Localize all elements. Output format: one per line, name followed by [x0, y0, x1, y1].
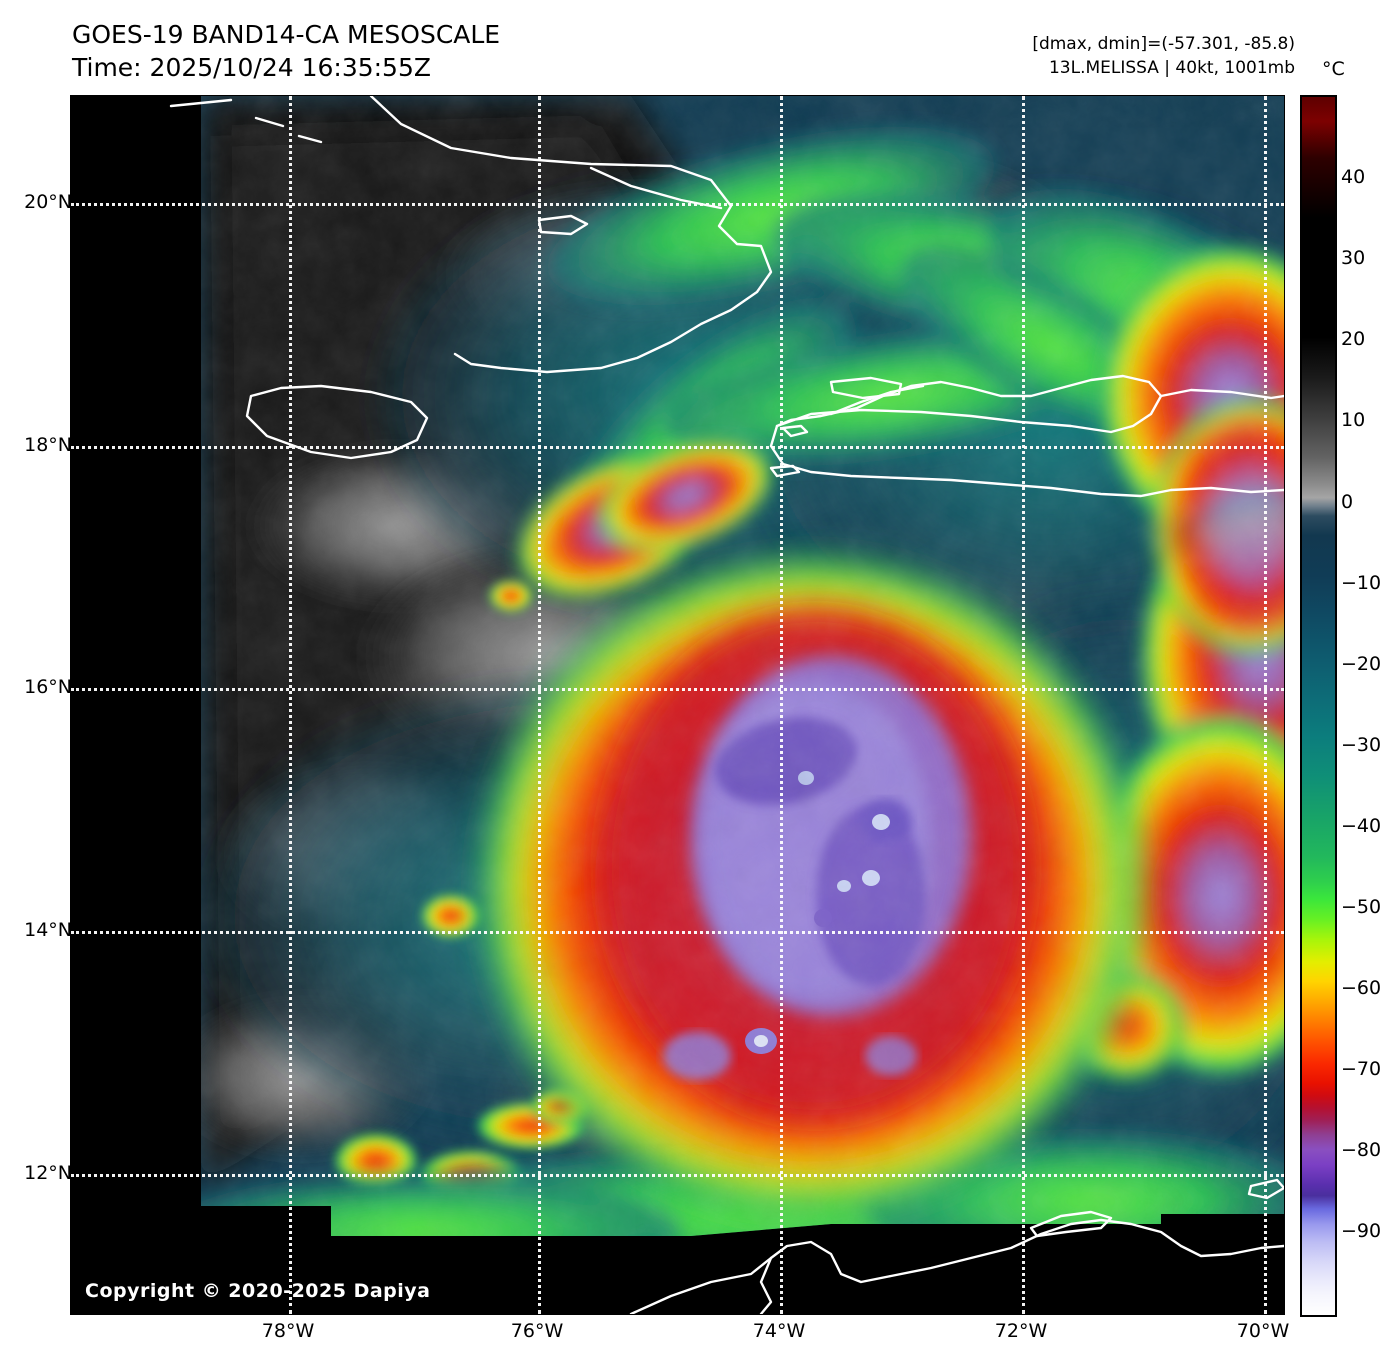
- gridline-lat-12: [71, 1174, 1284, 1177]
- colorbar-tick-m10: −10: [1341, 572, 1382, 594]
- colorbar-tick-m60: −60: [1341, 977, 1382, 999]
- xtick-label-74w: 74°W: [752, 1320, 806, 1342]
- xtick-label-70w: 70°W: [1236, 1320, 1290, 1342]
- page-title: GOES-19 BAND14-CA MESOSCALE Time: 2025/1…: [72, 18, 500, 84]
- colorbar-tick-m90: −90: [1341, 1220, 1382, 1242]
- colorbar-tick-m70: −70: [1341, 1058, 1382, 1080]
- gridline-lat-18: [71, 446, 1284, 449]
- colorbar-tick-m80: −80: [1341, 1139, 1382, 1161]
- gridline-lon-72: [1022, 96, 1025, 1314]
- ytick-label-12n: 12°N: [24, 1162, 72, 1184]
- ytick-label-18n: 18°N: [24, 434, 72, 456]
- satellite-image-plot[interactable]: Copyright © 2020-2025 Dapiya: [70, 95, 1285, 1315]
- ytick-label-16n: 16°N: [24, 676, 72, 698]
- gridline-lat-20: [71, 203, 1284, 206]
- colorbar-tick-m30: −30: [1341, 734, 1382, 756]
- gridline-lon-70: [1264, 96, 1267, 1314]
- dminmax-label: [dmax, dmin]=(-57.301, -85.8): [1032, 34, 1295, 54]
- gridline-lat-14: [71, 931, 1284, 934]
- colorbar-tick-30: 30: [1341, 247, 1366, 269]
- gridline-lon-78: [289, 96, 292, 1314]
- colorbar-unit-label: °C: [1322, 58, 1345, 80]
- coastline-overlay: [169, 96, 1284, 1314]
- colorbar-tick-m20: −20: [1341, 653, 1382, 675]
- colorbar-tick-m40: −40: [1341, 815, 1382, 837]
- product-title: GOES-19 BAND14-CA MESOSCALE: [72, 20, 501, 49]
- colorbar-tick-10: 10: [1341, 409, 1366, 431]
- xtick-label-72w: 72°W: [994, 1320, 1048, 1342]
- xtick-label-78w: 78°W: [261, 1320, 315, 1342]
- ytick-label-20n: 20°N: [24, 191, 72, 213]
- gridline-lon-76: [538, 96, 541, 1314]
- colorbar-tick-20: 20: [1341, 328, 1366, 350]
- storm-info-label: 13L.MELISSA | 40kt, 1001mb: [1048, 58, 1295, 78]
- colorbar-tick-0: 0: [1341, 491, 1354, 513]
- temperature-colorbar[interactable]: [1300, 95, 1337, 1317]
- infrared-brightness-temperature-field: [201, 96, 1284, 1236]
- gridline-lat-16: [71, 688, 1284, 691]
- timestamp-label: Time: 2025/10/24 16:35:55Z: [72, 53, 431, 82]
- ytick-label-14n: 14°N: [24, 919, 72, 941]
- xtick-label-76w: 76°W: [510, 1320, 564, 1342]
- gridline-lon-74: [780, 96, 783, 1314]
- colorbar-tick-40: 40: [1341, 166, 1366, 188]
- metadata-block: [dmax, dmin]=(-57.301, -85.8) 13L.MELISS…: [1032, 32, 1295, 80]
- copyright-label: Copyright © 2020-2025 Dapiya: [85, 1280, 431, 1302]
- colorbar-tick-m50: −50: [1341, 896, 1382, 918]
